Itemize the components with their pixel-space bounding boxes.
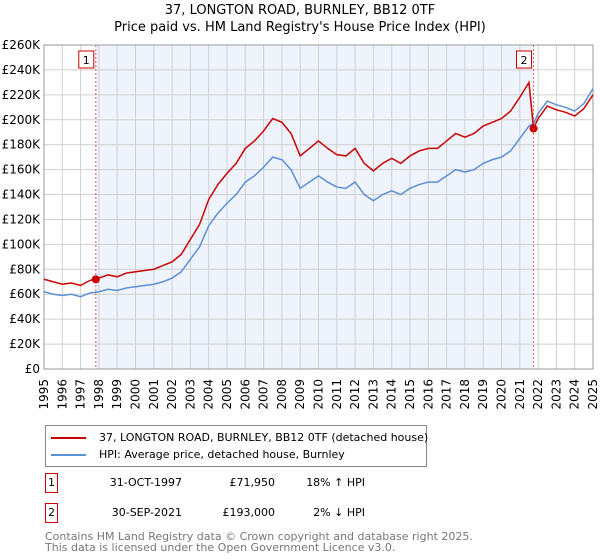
- sale-date: 30-SEP-2021: [111, 506, 182, 519]
- x-tick-label: 2014: [385, 379, 399, 410]
- sale-badge: 1: [45, 473, 58, 493]
- blue-line-swatch: [51, 454, 86, 456]
- x-tick-label: 2009: [293, 379, 307, 410]
- x-tick-label: 2001: [147, 379, 161, 410]
- red-line-swatch: [51, 437, 86, 439]
- y-tick-label: £260K: [2, 38, 42, 52]
- x-tick-label: 2004: [202, 379, 216, 410]
- price-chart: £0 £20K £40K £60K £80K £100K £120K £140K £160K £1…: [2, 38, 600, 410]
- shaded-period: [95, 45, 534, 369]
- sale-row-2: 2 30-SEP-2021 £193,000 2% ↓ HPI: [45, 503, 465, 523]
- x-tick-label: 2000: [129, 379, 143, 410]
- y-tick-label: £180K: [2, 138, 42, 152]
- y-tick-label: £80K: [9, 262, 41, 276]
- sale-hpi-diff: 2% ↓ HPI: [313, 506, 365, 519]
- x-tick-label: 2011: [330, 379, 344, 410]
- x-tick-label: 2024: [568, 379, 582, 410]
- x-tick-label: 1998: [92, 379, 106, 410]
- property-price-line: [43, 80, 594, 287]
- sale-label-box: [78, 50, 95, 69]
- legend: 37, LONGTON ROAD, BURNLEY, BB12 0TF (det…: [45, 425, 429, 467]
- x-tick-label: 2015: [403, 379, 417, 410]
- x-tick-label: 1996: [55, 379, 69, 410]
- y-tick-label: £120K: [2, 212, 42, 226]
- subtitle-line: Price paid vs. HM Land Registry's House …: [114, 20, 486, 35]
- x-tick-label: 2018: [458, 379, 472, 410]
- x-tick-label: 2010: [312, 379, 326, 410]
- title-line: 37, LONGTON ROAD, BURNLEY, BB12 0TF: [164, 3, 436, 18]
- sale-hpi-diff: 18% ↑ HPI: [306, 476, 365, 489]
- y-tick-label: £240K: [2, 63, 42, 77]
- sale-price: £193,000: [222, 506, 276, 519]
- footer-line: This data is licensed under the Open Gov…: [45, 541, 396, 554]
- legend-label: HPI: Average price, detached house, Burn…: [99, 448, 345, 461]
- hpi-line: [43, 88, 594, 298]
- x-tick-label: 2008: [275, 379, 289, 410]
- y-tick-label: £160K: [2, 163, 42, 177]
- x-tick-label: 2005: [220, 379, 234, 410]
- x-tick-label: 2016: [421, 379, 435, 410]
- plot-frame: [43, 44, 594, 370]
- x-tick-label: 2025: [586, 379, 600, 410]
- y-tick-label: £40K: [9, 312, 41, 326]
- x-tick-label: 1997: [74, 379, 88, 410]
- sale-point: [529, 124, 538, 133]
- x-tick-label: 2023: [549, 379, 563, 410]
- footer-line: Contains HM Land Registry data © Crown c…: [45, 530, 473, 543]
- sale-date: 31-OCT-1997: [109, 476, 182, 489]
- x-tick-label: 2007: [257, 379, 271, 410]
- y-tick-label: £60K: [9, 287, 41, 301]
- x-tick-label: 2003: [183, 379, 197, 410]
- x-tick-label: 2002: [165, 379, 179, 410]
- sale-label: 2: [521, 54, 528, 67]
- x-tick-label: 2012: [348, 379, 362, 410]
- y-tick-label: £100K: [2, 237, 42, 251]
- x-tick-label: 2020: [495, 379, 509, 410]
- y-tick-label: £140K: [2, 188, 42, 202]
- sale-point: [91, 275, 100, 284]
- y-tick-label: £200K: [2, 113, 42, 127]
- y-tick-label: £20K: [9, 337, 41, 351]
- sale-label-box: [516, 50, 533, 69]
- x-tick-label: 2013: [366, 379, 380, 410]
- sale-label: 1: [83, 54, 90, 67]
- sale-badge: 2: [45, 503, 58, 523]
- sale-row-1: 1 31-OCT-1997 £71,950 18% ↑ HPI: [45, 473, 465, 493]
- x-tick-label: 2021: [513, 379, 527, 410]
- x-tick-label: 2017: [440, 379, 454, 410]
- x-tick-label: 2006: [238, 379, 252, 410]
- y-tick-label: £220K: [2, 88, 42, 102]
- x-tick-label: 1995: [37, 379, 51, 410]
- chart-title: 37, LONGTON ROAD, BURNLEY, BB12 0TF Pric…: [0, 2, 600, 36]
- footer: Contains HM Land Registry data © Crown c…: [45, 531, 473, 553]
- y-tick-label: £0: [25, 362, 40, 376]
- x-tick-label: 1999: [110, 379, 124, 410]
- sale-price: £71,950: [229, 476, 276, 489]
- legend-label: 37, LONGTON ROAD, BURNLEY, BB12 0TF (det…: [99, 431, 429, 444]
- x-tick-label: 2019: [476, 379, 490, 410]
- x-tick-label: 2022: [531, 379, 545, 410]
